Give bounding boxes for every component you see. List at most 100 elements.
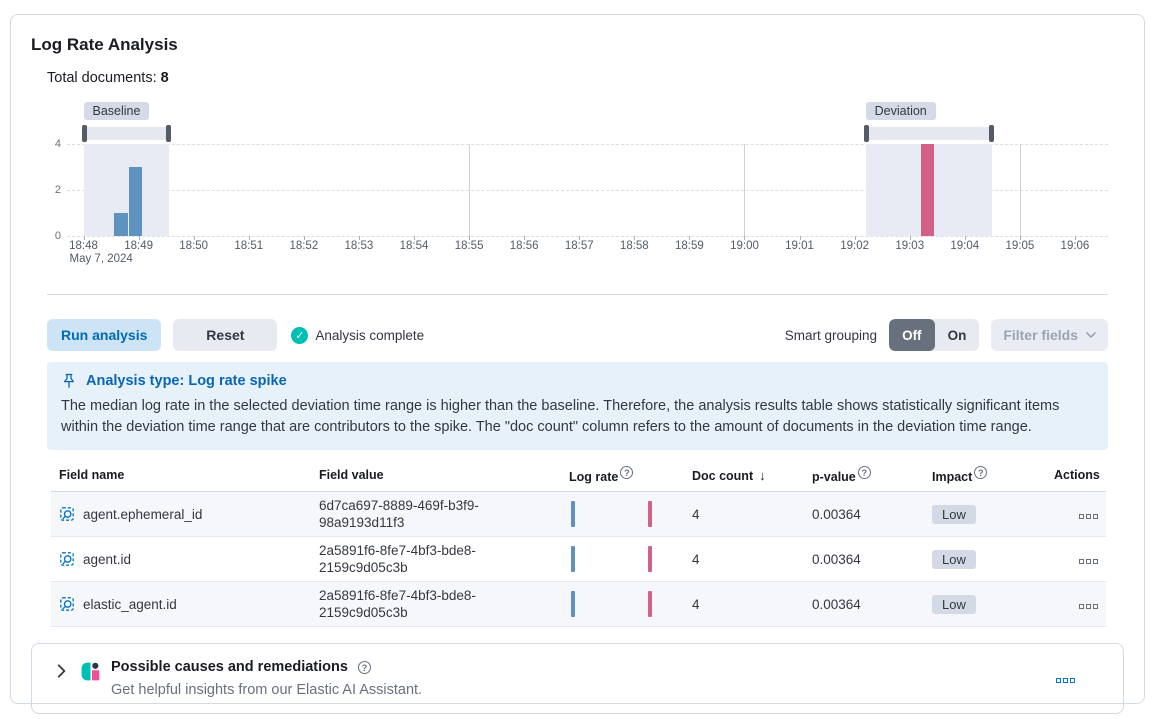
elastic-ai-assistant-icon <box>81 662 100 681</box>
field-filter-icon[interactable] <box>59 596 75 612</box>
x-tick-label: 18:50 <box>179 240 209 252</box>
sort-desc-icon[interactable]: ↓ <box>759 467 766 483</box>
x-tick-mark <box>248 236 250 240</box>
run-analysis-button[interactable]: Run analysis <box>47 319 162 351</box>
x-tick-mark <box>524 236 526 240</box>
p-value-value: 0.00364 <box>804 581 924 628</box>
check-icon: ✓ <box>291 326 309 344</box>
field-filter-icon[interactable] <box>59 506 75 522</box>
impact-badge: Low <box>932 594 976 614</box>
ai-panel-actions-button[interactable] <box>1056 677 1075 683</box>
y-axis-label: 4 <box>54 138 61 150</box>
x-tick-mark <box>358 236 360 240</box>
info-icon[interactable]: ? <box>620 466 634 479</box>
x-tick-label: 18:48 <box>69 240 98 252</box>
field-value-text: 2a5891f6-8fe7-4bf3-bde8-2159c9d05c3b <box>319 588 476 621</box>
smart-grouping-toggle: Off On <box>889 319 980 351</box>
analysis-status-label: Analysis complete <box>315 327 425 343</box>
smart-grouping-off-button[interactable]: Off <box>889 319 935 351</box>
x-tick-mark <box>964 236 966 240</box>
ai-assistant-panel[interactable]: Possible causes and remediations ? Get h… <box>31 643 1124 715</box>
smart-grouping-label: Smart grouping <box>784 327 878 343</box>
doc-count-value: 4 <box>684 581 804 628</box>
column-header-actions: Actions <box>1046 460 1106 493</box>
deviation-mini-bar <box>648 546 652 573</box>
deviation-mini-bar <box>648 591 652 618</box>
x-tick-mark <box>799 236 801 240</box>
brush-handle-right[interactable] <box>165 125 171 142</box>
x-tick-label: 18:53 <box>344 240 374 252</box>
baseline-bar <box>113 213 128 236</box>
chevron-down-icon <box>1086 332 1096 338</box>
column-header-doc-count[interactable]: Doc count ↓ <box>684 460 804 493</box>
total-documents-label: Total documents: <box>47 70 157 86</box>
ai-panel-subtitle: Get helpful insights from our Elastic AI… <box>111 682 423 699</box>
row-actions-button[interactable] <box>1079 558 1098 564</box>
field-name-value: agent.ephemeral_id <box>83 506 203 522</box>
brush-handle-left[interactable] <box>81 125 87 142</box>
impact-badge: Low <box>932 549 976 569</box>
y-axis-label: 2 <box>54 184 61 196</box>
help-icon[interactable]: ? <box>357 660 371 674</box>
log-rate-analysis-panel: Log Rate Analysis Total documents: 8 Bas… <box>10 14 1145 715</box>
x-tick-label: 19:02 <box>840 240 870 252</box>
table-row: agent.id 2a5891f6-8fe7-4bf3-bde8-2159c9d… <box>51 536 1106 583</box>
section-divider <box>47 294 1108 295</box>
x-tick-label: 18:49 <box>124 240 153 252</box>
info-icon[interactable]: ? <box>857 466 871 479</box>
reset-button[interactable]: Reset <box>173 319 278 351</box>
baseline-brush[interactable] <box>81 125 171 142</box>
x-tick-mark <box>634 236 636 240</box>
x-tick-label: 19:04 <box>950 240 980 252</box>
field-value-text: 2a5891f6-8fe7-4bf3-bde8-2159c9d05c3b <box>319 543 476 576</box>
brush-handle-right[interactable] <box>989 125 995 142</box>
deviation-brush[interactable] <box>863 125 995 142</box>
info-icon[interactable]: ? <box>974 466 988 479</box>
column-header-p-value[interactable]: p-value? <box>804 460 924 493</box>
analysis-results-table: Field name Field value Log rate? Doc cou… <box>51 460 1106 628</box>
smart-grouping-on-button[interactable]: On <box>935 319 980 351</box>
brush-handle-left[interactable] <box>863 125 869 142</box>
row-actions-button[interactable] <box>1079 603 1098 609</box>
p-value-value: 0.00364 <box>804 536 924 583</box>
x-gridline <box>469 144 471 236</box>
x-tick-label: 19:05 <box>1005 240 1035 252</box>
x-tick-mark <box>1074 236 1076 240</box>
x-tick-mark <box>689 236 691 240</box>
deviation-mini-bar <box>648 501 652 528</box>
x-tick-mark <box>414 236 415 240</box>
x-tick-label: 19:01 <box>785 240 814 252</box>
field-value-text: 6d7ca697-8889-469f-b3f9-98a9193d11f3 <box>319 498 479 531</box>
x-gridline <box>744 144 746 236</box>
baseline-mini-bar <box>571 591 575 618</box>
x-tick-label: 19:03 <box>895 240 925 252</box>
column-header-impact[interactable]: Impact? <box>924 460 1046 493</box>
total-documents: Total documents: 8 <box>47 70 1108 86</box>
pin-icon <box>63 373 75 388</box>
x-tick-label: 18:51 <box>234 240 264 252</box>
field-filter-icon[interactable] <box>59 551 75 567</box>
y-gridline <box>67 144 1108 145</box>
column-header-field-value: Field value <box>311 460 561 493</box>
doc-count-value: 4 <box>684 536 804 583</box>
analysis-status: ✓ Analysis complete <box>291 326 425 344</box>
x-tick-label: 18:55 <box>454 240 484 252</box>
x-tick-label: 18:57 <box>564 240 594 252</box>
analysis-toolbar: Run analysis Reset ✓ Analysis complete S… <box>47 319 1108 351</box>
row-actions-button[interactable] <box>1079 513 1098 519</box>
p-value-value: 0.00364 <box>804 491 924 538</box>
x-tick-mark <box>138 236 140 240</box>
filter-fields-label: Filter fields <box>1003 327 1078 343</box>
x-tick-mark <box>744 236 746 240</box>
chevron-right-icon[interactable] <box>52 662 70 680</box>
filter-fields-button[interactable]: Filter fields <box>991 319 1108 351</box>
x-tick-mark <box>579 236 581 240</box>
baseline-mini-bar <box>571 501 575 528</box>
y-gridline <box>67 236 1108 237</box>
x-tick-mark <box>1019 236 1021 240</box>
deviation-bar <box>920 144 935 236</box>
callout-title: Analysis type: Log rate spike <box>86 373 287 389</box>
x-tick-mark <box>469 236 471 240</box>
column-header-log-rate[interactable]: Log rate? <box>561 460 684 493</box>
